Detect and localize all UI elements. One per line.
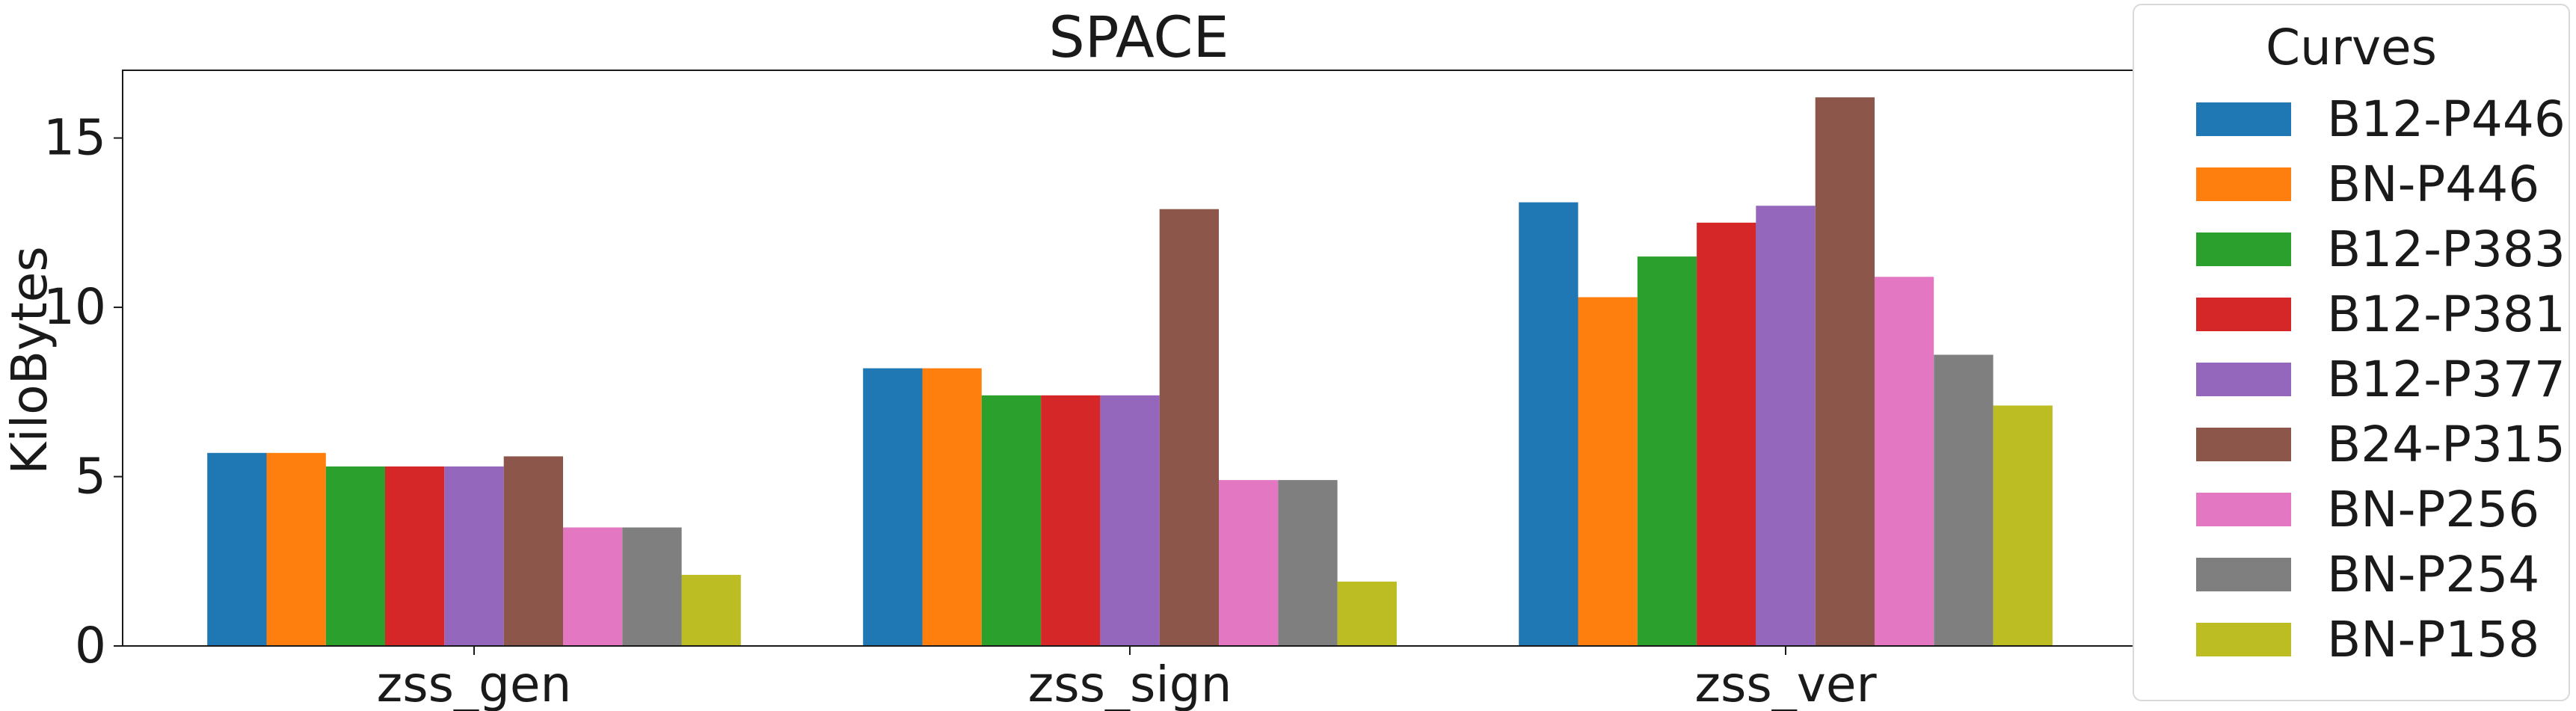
bar-zss_sign-BN-P158	[1337, 581, 1397, 646]
legend-swatch	[2196, 233, 2291, 266]
y-tick-label: 10	[43, 278, 106, 336]
bar-zss_gen-B12-P377	[444, 466, 504, 646]
bar-zss_sign-B24-P315	[1159, 209, 1219, 646]
legend-label: B12-P383	[2327, 221, 2566, 278]
bar-zss_gen-B12-P383	[325, 466, 386, 646]
legend-item: BN-P256	[2134, 478, 2569, 538]
bar-zss_sign-BN-P446	[922, 368, 982, 646]
bar-zss_ver-B12-P377	[1756, 206, 1816, 646]
legend-label: BN-P254	[2327, 546, 2540, 603]
y-axis: 0 5 10 15	[43, 109, 123, 674]
chart-title: SPACE	[1049, 4, 1229, 70]
legend-label: BN-P256	[2327, 481, 2540, 538]
bar-zss_sign-BN-P254	[1278, 480, 1338, 646]
y-tick-label: 15	[43, 109, 106, 167]
legend-item: BN-P254	[2134, 543, 2569, 603]
legend-swatch	[2196, 493, 2291, 526]
legend-label: B24-P315	[2327, 416, 2566, 473]
bar-zss_gen-BN-P446	[266, 452, 326, 646]
legend-item: B12-P381	[2134, 283, 2569, 343]
legend-swatch	[2196, 363, 2291, 396]
legend-swatch	[2196, 428, 2291, 461]
y-tick-label: 5	[75, 448, 106, 505]
x-tick-label: zss_ver	[1694, 656, 1877, 711]
legend-item: B12-P446	[2134, 87, 2569, 148]
legend-swatch	[2196, 298, 2291, 331]
legend-item: BN-P446	[2134, 153, 2569, 213]
legend-label: BN-P158	[2327, 611, 2540, 668]
bar-zss_ver-BN-P256	[1874, 277, 1934, 646]
bar-zss_gen-BN-P158	[681, 574, 741, 646]
legend-item: B12-P383	[2134, 218, 2569, 278]
legend-label: B12-P377	[2327, 351, 2566, 408]
bar-zss_ver-BN-P254	[1934, 354, 1994, 646]
legend-label: BN-P446	[2327, 156, 2540, 213]
legend: Curves B12-P446 BN-P446 B12-P383 B12-P381 B1…	[2133, 4, 2570, 701]
legend-label: B12-P446	[2327, 90, 2566, 148]
bar-zss_ver-B12-P383	[1637, 256, 1697, 647]
legend-label: B12-P381	[2327, 286, 2566, 343]
legend-swatch	[2196, 623, 2291, 656]
bar-zss_ver-B12-P381	[1697, 222, 1756, 646]
bar-zss_gen-BN-P254	[622, 527, 682, 646]
bar-zss_ver-B24-P315	[1815, 97, 1875, 646]
bar-zss_sign-B12-P377	[1100, 395, 1160, 646]
bars-group	[207, 97, 2053, 647]
x-tick-label: zss_gen	[377, 656, 572, 711]
legend-swatch	[2196, 558, 2291, 591]
bar-zss_gen-B12-P381	[385, 466, 445, 646]
bar-zss_gen-BN-P256	[563, 527, 623, 646]
x-tick-label: zss_sign	[1028, 656, 1232, 711]
y-tick-label: 0	[75, 617, 106, 674]
legend-title: Curves	[2265, 19, 2438, 76]
bar-zss_ver-BN-P446	[1578, 297, 1638, 646]
legend-item: BN-P158	[2134, 608, 2569, 668]
legend-item: B12-P377	[2134, 348, 2569, 408]
x-axis: zss_gen zss_sign zss_ver	[377, 646, 1877, 711]
bar-zss_ver-BN-P158	[1993, 405, 2053, 646]
bar-zss_sign-B12-P446	[863, 368, 923, 646]
legend-swatch	[2196, 102, 2291, 136]
y-axis-label: KiloBytes	[1, 246, 58, 475]
bar-zss_sign-B12-P383	[981, 395, 1042, 646]
legend-swatch	[2196, 167, 2291, 201]
legend-item: B24-P315	[2134, 413, 2569, 473]
bar-zss_sign-BN-P256	[1219, 480, 1279, 646]
bar-zss_sign-B12-P381	[1041, 395, 1101, 646]
bar-zss_ver-B12-P446	[1519, 202, 1579, 647]
bar-zss_gen-B24-P315	[503, 456, 563, 646]
bar-zss_gen-B12-P446	[207, 452, 267, 646]
